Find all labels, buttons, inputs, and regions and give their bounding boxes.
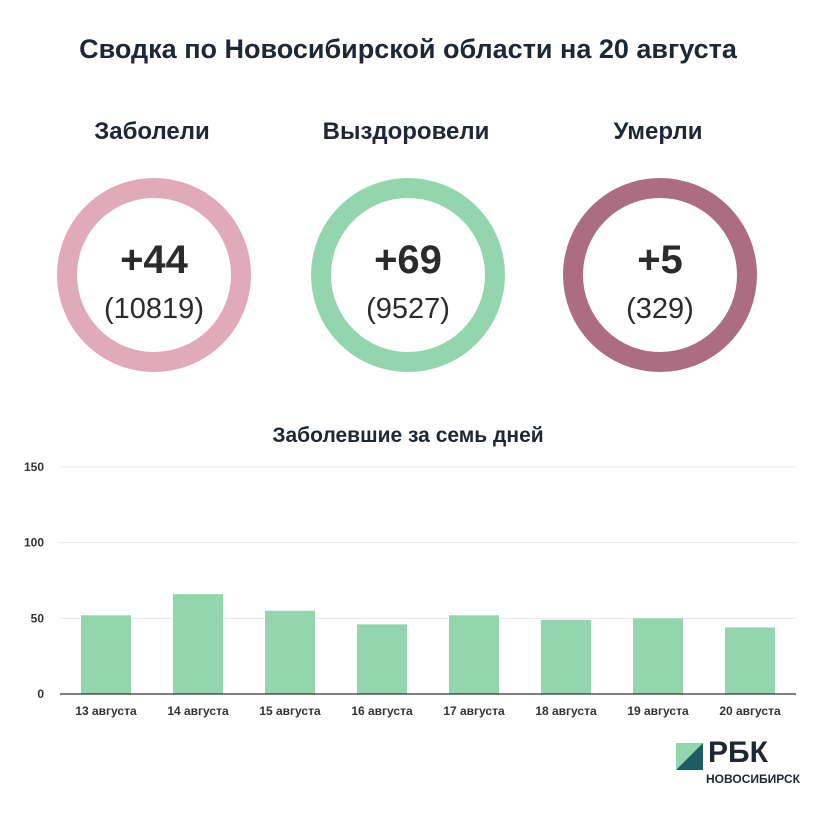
y-tick-label: 150: [24, 460, 44, 474]
deaths-value: +5: [637, 238, 683, 282]
bar-chart: 0 50 100 150 13 августа 14 августа 15 августа 1…: [24, 460, 796, 718]
stat-recovered: Выздоровели: [306, 118, 506, 146]
bar: [725, 627, 775, 694]
stat-recovered-label: Выздоровели: [322, 118, 490, 145]
x-tick-label: 14 августа: [167, 704, 229, 718]
deaths-total: (329): [626, 293, 694, 325]
stat-deaths: Умерли: [558, 118, 758, 146]
stat-deaths-label: Умерли: [613, 118, 703, 145]
x-tick-label: 20 августа: [719, 704, 781, 718]
y-tick-label: 100: [24, 536, 44, 550]
rbc-logo: РБК НОВОСИБИРСК: [676, 736, 810, 790]
x-tick-label: 16 августа: [351, 704, 413, 718]
bar: [541, 619, 591, 694]
x-tick-label: 17 августа: [443, 704, 505, 718]
bar: [173, 594, 223, 694]
logo-text: РБК: [708, 736, 768, 769]
bar: [633, 618, 683, 694]
rbc-logo-mark-icon: [676, 743, 703, 770]
infected-total: (10819): [104, 293, 204, 325]
infected-value: +44: [120, 238, 188, 282]
logo-subtitle: НОВОСИБИРСК: [706, 772, 800, 786]
page-title: Сводка по Новосибирской области на 20 ав…: [79, 34, 737, 64]
bar: [81, 615, 131, 694]
x-tick-label: 15 августа: [259, 704, 321, 718]
deaths-ring: +5 (329): [563, 178, 757, 372]
x-tick-label: 18 августа: [535, 704, 597, 718]
recovered-value: +69: [374, 238, 442, 282]
infected-ring: +44 (10819): [57, 178, 251, 372]
recovered-ring: +69 (9527): [311, 178, 505, 372]
stat-infected: Заболели: [52, 118, 252, 146]
x-tick-label: 13 августа: [75, 704, 137, 718]
x-tick-label: 19 августа: [627, 704, 689, 718]
y-tick-label: 0: [37, 687, 44, 701]
bar: [449, 615, 499, 694]
bar: [265, 610, 315, 694]
bar: [357, 624, 407, 694]
chart-title: Заболевшие за семь дней: [272, 424, 544, 447]
recovered-total: (9527): [366, 293, 450, 325]
y-tick-label: 50: [31, 611, 45, 625]
stat-infected-label: Заболели: [94, 118, 210, 145]
